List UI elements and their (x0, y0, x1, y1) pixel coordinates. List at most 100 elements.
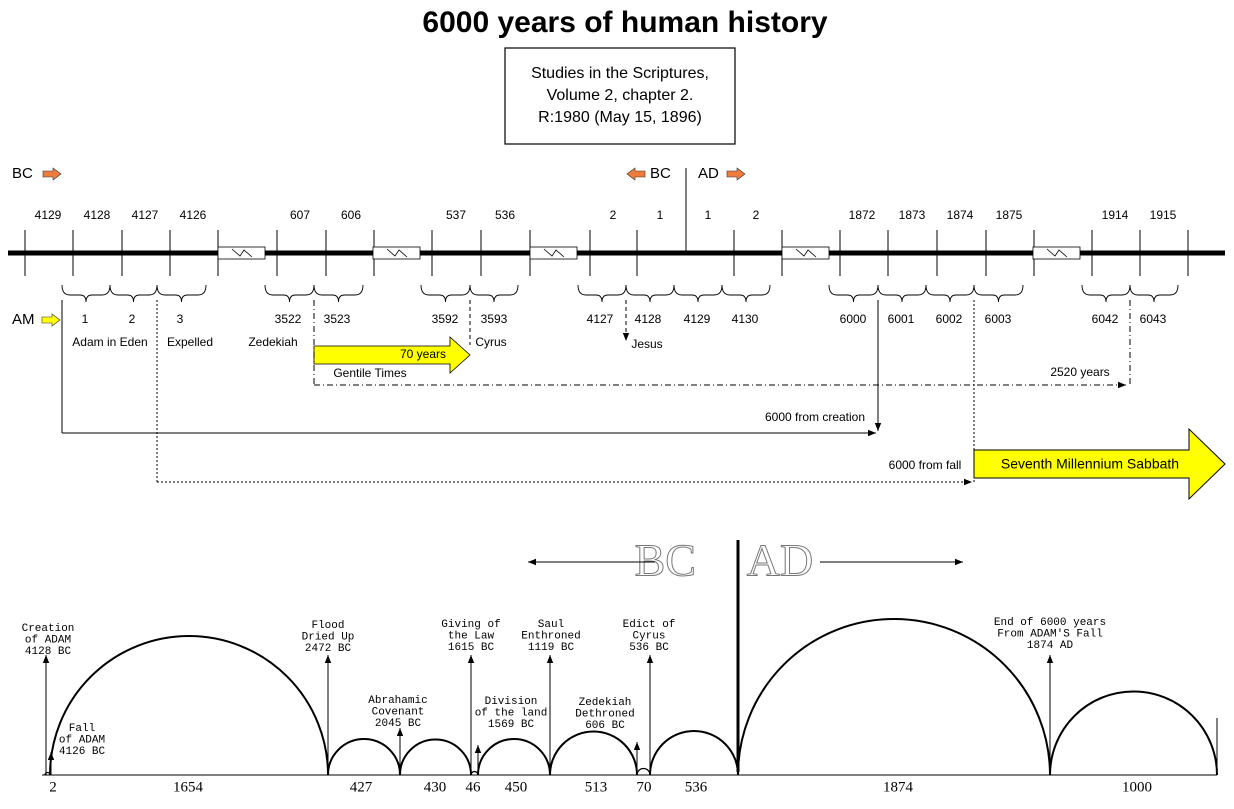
event-label: Saul (538, 619, 564, 631)
top-timeline: 4129 4128 4127 4126 607 606 537 536 2 1 1 2 1872 1873… (8, 165, 1226, 501)
event-label: From ADAM'S Fall (997, 628, 1103, 640)
am-year-label: 4128 (635, 312, 662, 326)
brace (625, 284, 675, 303)
period-arc (470, 770, 479, 776)
timeline-break (372, 246, 421, 260)
am-year-label: 3 (177, 312, 184, 326)
brace (973, 284, 1024, 303)
span-label: 536 (685, 779, 708, 795)
am-year-label: 3592 (432, 312, 459, 326)
event-label: Flood (311, 620, 344, 632)
year-label: 1915 (1150, 208, 1177, 222)
period-arc (1049, 690, 1218, 776)
source-line: Volume 2, chapter 2. (547, 87, 694, 104)
am-year-label: 4127 (587, 312, 614, 326)
brace (313, 284, 364, 303)
event-label: Jesus (631, 337, 662, 351)
event-label: Adam in Eden (72, 335, 147, 349)
source-box (504, 47, 736, 145)
am-year-label: 6003 (985, 312, 1012, 326)
event-label: 4126 BC (59, 746, 106, 758)
era-label: BC (650, 165, 671, 182)
brace (156, 284, 207, 303)
event-label: Expelled (167, 335, 213, 349)
event-label: Giving of (441, 619, 500, 631)
year-label: 537 (446, 208, 466, 222)
am-year-label: 6001 (888, 312, 915, 326)
yellow-arrow (313, 336, 471, 374)
event-label: 606 BC (585, 720, 625, 732)
break-zigzag (386, 248, 408, 258)
event-label: 1874 AD (1027, 640, 1074, 652)
period-arc (49, 635, 329, 776)
timeline-break (1032, 246, 1081, 260)
am-year-label: 1 (82, 312, 89, 326)
event-label: Cyrus (632, 630, 665, 642)
event-label: Dethroned (575, 708, 634, 720)
bottom-chart: BC AD 2 1654 427 430 46 450 513 70 536 1874 1000 Crea… (22, 534, 1218, 795)
event-label: Dried Up (302, 631, 355, 643)
event-label: of the land (475, 707, 548, 719)
brace (673, 284, 723, 303)
period-arc (737, 618, 1051, 776)
timeline-break (217, 246, 266, 260)
era-arrow (42, 167, 62, 181)
event-label: Creation (22, 623, 75, 635)
period-arc (327, 738, 401, 776)
brace (577, 284, 627, 303)
span-label: 427 (350, 779, 373, 795)
event-label: of ADAM (25, 634, 71, 646)
event-label: 1615 BC (448, 642, 495, 654)
brace (61, 284, 111, 303)
arrow-label: 70 years (400, 347, 446, 361)
event-label: 1569 BC (488, 719, 535, 731)
brace (420, 284, 471, 303)
period-arc (649, 730, 739, 776)
brace (1081, 284, 1131, 303)
am-year-label: 6043 (1140, 312, 1167, 326)
event-label: 2045 BC (375, 718, 422, 730)
am-year-label: 3522 (275, 312, 302, 326)
event-label: of ADAM (59, 734, 105, 746)
year-label: 1874 (947, 208, 974, 222)
am-year-label: 3593 (481, 312, 508, 326)
event-label: Covenant (372, 706, 425, 718)
year-label: 1873 (899, 208, 926, 222)
break-zigzag (543, 248, 565, 258)
break-zigzag (795, 248, 817, 258)
sabbath-arrow (973, 427, 1226, 501)
year-label: 1 (657, 208, 664, 222)
era-arrow (626, 167, 646, 181)
era-big: BC (635, 535, 696, 586)
event-label: Edict of (623, 619, 676, 631)
span-label: 1874 (883, 779, 914, 795)
span-label: 1000 (1122, 779, 1152, 795)
era-arrow (726, 167, 746, 181)
event-label: Division (485, 696, 538, 708)
event-label: Zedekiah (579, 697, 632, 709)
timeline-break (781, 246, 830, 260)
brace (828, 284, 879, 303)
year-label: 4126 (180, 208, 207, 222)
era-label: BC (12, 165, 33, 182)
period-label: Gentile Times (333, 366, 406, 380)
year-label: 1875 (996, 208, 1023, 222)
year-label: 1914 (1102, 208, 1129, 222)
am-year-label: 2 (129, 312, 136, 326)
event-label: 1119 BC (528, 642, 575, 654)
break-zigzag (231, 248, 253, 258)
year-label: 4129 (35, 208, 62, 222)
break-zigzag (1046, 248, 1068, 258)
am-year-label: 4130 (732, 312, 759, 326)
year-label: 1 (705, 208, 712, 222)
era-label: AD (698, 165, 719, 182)
brace (1129, 284, 1179, 303)
source-line: Studies in the Scriptures, (531, 65, 709, 82)
am-year-label: 6002 (936, 312, 963, 326)
am-year-label: 6042 (1092, 312, 1119, 326)
period-label: 2520 years (1050, 365, 1109, 379)
period-label: 6000 from fall (889, 458, 962, 472)
event-label: 4128 BC (25, 646, 72, 658)
event-label: Cyrus (475, 335, 506, 349)
